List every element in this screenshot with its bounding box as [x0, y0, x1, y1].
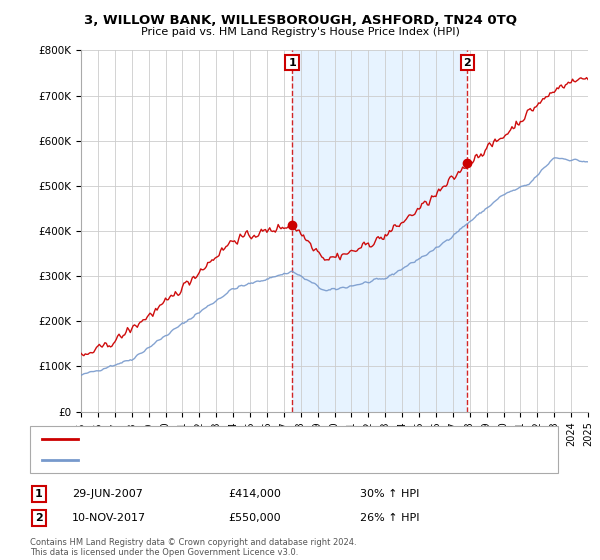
- Text: 1: 1: [35, 489, 43, 499]
- Text: 29-JUN-2007: 29-JUN-2007: [72, 489, 143, 499]
- Text: 2: 2: [463, 58, 471, 68]
- Text: 26% ↑ HPI: 26% ↑ HPI: [360, 513, 419, 523]
- Text: Contains HM Land Registry data © Crown copyright and database right 2024.
This d: Contains HM Land Registry data © Crown c…: [30, 538, 356, 557]
- Text: 30% ↑ HPI: 30% ↑ HPI: [360, 489, 419, 499]
- Text: £550,000: £550,000: [228, 513, 281, 523]
- Bar: [292, 50, 467, 412]
- Text: 1: 1: [288, 58, 296, 68]
- Text: £414,000: £414,000: [228, 489, 281, 499]
- Text: 10-NOV-2017: 10-NOV-2017: [72, 513, 146, 523]
- Text: HPI: Average price, detached house, Ashford: HPI: Average price, detached house, Ashf…: [87, 455, 320, 465]
- Text: 3, WILLOW BANK, WILLESBOROUGH, ASHFORD, TN24 0TQ: 3, WILLOW BANK, WILLESBOROUGH, ASHFORD, …: [83, 14, 517, 27]
- Text: 2: 2: [35, 513, 43, 523]
- Text: 3, WILLOW BANK, WILLESBOROUGH, ASHFORD, TN24 0TQ (detached house): 3, WILLOW BANK, WILLESBOROUGH, ASHFORD, …: [87, 434, 484, 444]
- Text: Price paid vs. HM Land Registry's House Price Index (HPI): Price paid vs. HM Land Registry's House …: [140, 27, 460, 37]
